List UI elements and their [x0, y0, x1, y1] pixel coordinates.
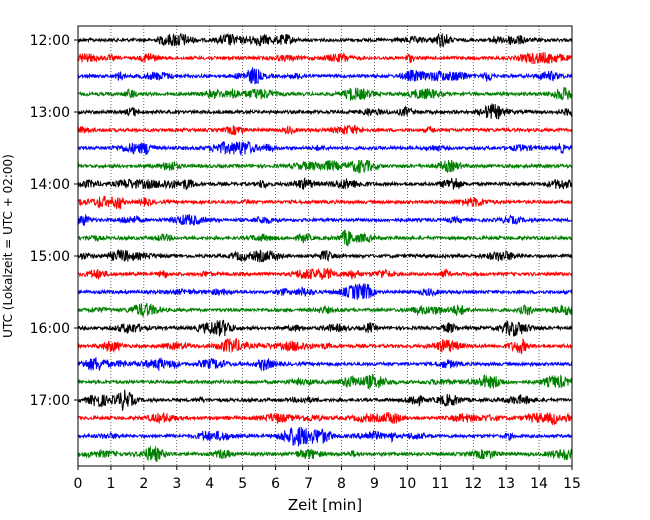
trace-1700 — [77, 389, 573, 412]
y-tick-label: 15:00 — [30, 249, 70, 265]
x-tick-label: 7 — [304, 476, 313, 492]
y-axis: 12:00 13:00 14:00 15:00 16:00 17:00 — [30, 33, 78, 409]
trace-1730 — [77, 426, 573, 447]
x-axis-label: Zeit [min] — [288, 496, 362, 514]
y-tick-label: 17:00 — [30, 393, 70, 409]
y-axis-label: UTC (Lokalzeit = UTC + 02:00) — [1, 154, 15, 338]
x-tick-label: 0 — [74, 476, 83, 492]
x-tick-label: 10 — [398, 476, 416, 492]
x-tick-label: 8 — [337, 476, 346, 492]
trace-1200 — [77, 32, 573, 48]
trace-1315 — [77, 124, 573, 136]
trace-1430 — [77, 213, 573, 227]
x-tick-label: 6 — [271, 476, 280, 492]
trace-1400 — [77, 176, 573, 191]
trace-1345 — [77, 159, 573, 174]
vertical-grid — [110, 26, 540, 466]
trace-1745 — [77, 446, 573, 462]
trace-1300 — [77, 103, 573, 120]
x-tick-label: 4 — [205, 476, 214, 492]
trace-1500 — [77, 249, 573, 263]
x-tick-label: 15 — [563, 476, 581, 492]
y-tick-label: 12:00 — [30, 33, 70, 49]
trace-1330 — [77, 140, 573, 156]
x-tick-label: 12 — [464, 476, 482, 492]
trace-1630 — [77, 357, 573, 372]
trace-1715 — [77, 411, 573, 426]
trace-1245 — [77, 86, 573, 101]
y-tick-label: 13:00 — [30, 105, 70, 121]
trace-1445 — [77, 229, 573, 247]
trace-1545 — [77, 302, 573, 317]
trace-1230 — [77, 67, 573, 85]
trace-1415 — [77, 195, 573, 211]
y-tick-label: 16:00 — [30, 321, 70, 337]
x-tick-label: 3 — [172, 476, 181, 492]
x-tick-label: 2 — [139, 476, 148, 492]
trace-1645 — [77, 373, 573, 390]
trace-1615 — [77, 337, 573, 355]
x-tick-label: 9 — [370, 476, 379, 492]
trace-rows — [77, 32, 573, 462]
trace-1215 — [77, 51, 573, 65]
plot-frame — [77, 25, 573, 467]
trace-1600 — [77, 319, 573, 337]
x-axis: 0 1 2 3 4 5 6 7 8 9 10 11 12 13 14 15 — [74, 466, 581, 492]
x-tick-label: 14 — [530, 476, 548, 492]
trace-1515 — [77, 267, 573, 281]
x-tick-label: 5 — [238, 476, 247, 492]
x-tick-label: 13 — [497, 476, 515, 492]
x-tick-label: 1 — [106, 476, 115, 492]
trace-1530 — [77, 283, 573, 300]
x-tick-label: 11 — [431, 476, 449, 492]
y-tick-label: 14:00 — [30, 177, 70, 193]
